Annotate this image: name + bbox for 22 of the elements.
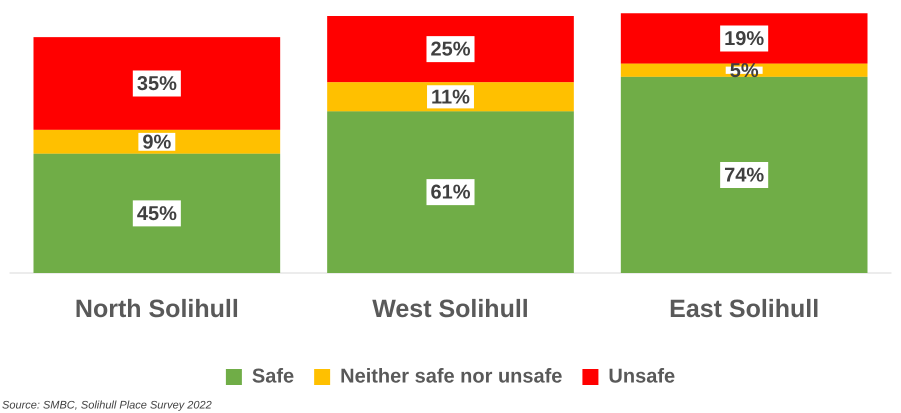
bar [33,37,280,130]
bar [620,76,868,273]
x-tick-label: West Solihull [372,294,529,323]
source-note: Source: SMBC, Solihull Place Survey 2022 [2,400,212,412]
data-label: 35% [136,73,178,96]
data-label: 45% [136,202,178,225]
data-label: 74% [724,164,764,186]
bar [33,130,280,154]
x-tick-label: North Solihull [74,294,239,323]
legend-label: Safe [252,366,294,388]
legend-label: Neither safe nor unsafe [340,366,562,388]
data-label: 25% [430,38,471,61]
bar [33,154,280,273]
x-tick-label: East Solihull [669,294,820,323]
bar [327,16,574,82]
data-label: 9% [142,131,172,154]
bar [327,111,574,273]
data-label: 11% [431,86,470,108]
data-label: 19% [724,28,764,50]
legend-label: Unsafe [608,366,676,388]
data-label: 61% [430,182,471,204]
bar [620,13,868,64]
